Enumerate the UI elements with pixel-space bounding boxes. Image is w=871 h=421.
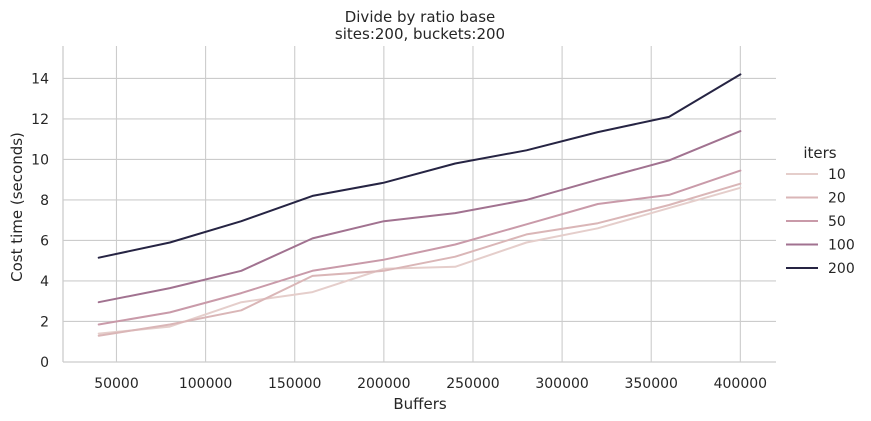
chart-title: Divide by ratio base bbox=[345, 8, 496, 26]
x-tick-label: 200000 bbox=[357, 376, 410, 392]
legend-title: iters bbox=[803, 144, 836, 162]
x-tick-labels: 50000 100000 150000 200000 250000 300000 35000… bbox=[94, 376, 767, 392]
series-line-50 bbox=[97, 169, 742, 326]
y-tick-label: 14 bbox=[31, 71, 49, 87]
y-tick-label: 10 bbox=[31, 152, 49, 168]
y-tick-label: 8 bbox=[40, 193, 49, 209]
series-line-20 bbox=[97, 182, 742, 337]
x-axis-label: Buffers bbox=[393, 395, 447, 413]
x-tick-label: 250000 bbox=[446, 376, 499, 392]
y-tick-label: 12 bbox=[31, 112, 49, 128]
x-tick-label: 150000 bbox=[268, 376, 321, 392]
legend: iters 10 20 50 100 200 bbox=[786, 144, 855, 277]
y-tick-label: 2 bbox=[40, 314, 49, 330]
legend-item-20: 20 bbox=[786, 191, 846, 207]
x-tick-label: 100000 bbox=[179, 376, 232, 392]
series-line-100 bbox=[97, 130, 742, 304]
legend-item-10: 10 bbox=[786, 167, 846, 183]
legend-item-50: 50 bbox=[786, 214, 846, 230]
x-tick-label: 400000 bbox=[714, 376, 767, 392]
legend-label: 10 bbox=[828, 167, 846, 183]
chart-subtitle: sites:200, buckets:200 bbox=[335, 25, 505, 43]
x-tick-label: 50000 bbox=[94, 376, 139, 392]
legend-label: 100 bbox=[828, 238, 855, 254]
series-line-200 bbox=[97, 73, 742, 259]
y-axis-label: Cost time (seconds) bbox=[8, 132, 26, 282]
legend-label: 50 bbox=[828, 214, 846, 230]
series-lines bbox=[97, 73, 742, 337]
y-tick-labels: 0 2 4 6 8 10 12 14 bbox=[31, 71, 49, 371]
axes-spines bbox=[62, 46, 776, 363]
y-tick-label: 4 bbox=[40, 274, 49, 290]
legend-item-100: 100 bbox=[786, 238, 855, 254]
legend-label: 200 bbox=[828, 261, 855, 277]
grid bbox=[63, 46, 776, 363]
series-line-10 bbox=[97, 186, 742, 335]
legend-item-200: 200 bbox=[786, 261, 855, 277]
x-tick-label: 300000 bbox=[535, 376, 588, 392]
legend-label: 20 bbox=[828, 191, 846, 207]
y-tick-label: 0 bbox=[40, 355, 49, 371]
y-tick-label: 6 bbox=[40, 233, 49, 249]
x-tick-label: 350000 bbox=[624, 376, 677, 392]
